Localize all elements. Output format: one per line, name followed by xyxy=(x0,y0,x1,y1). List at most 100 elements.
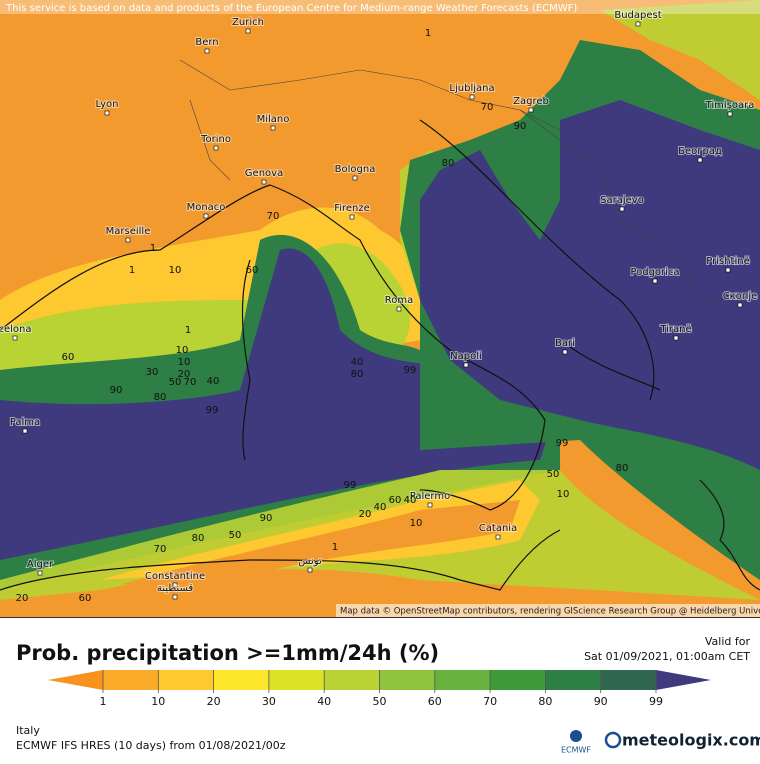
contour-label: 90 xyxy=(514,121,527,132)
city-label: Београд xyxy=(678,146,722,157)
city-label: Скопје xyxy=(723,290,758,302)
contour-label: 1 xyxy=(425,28,431,39)
city-label: Torino xyxy=(200,134,231,145)
contour-label: 99 xyxy=(206,405,219,416)
city-dot xyxy=(652,278,658,284)
city-dot xyxy=(725,267,731,273)
attribution-bar xyxy=(0,0,760,14)
city-dot xyxy=(396,306,402,312)
city-dot xyxy=(697,157,703,163)
city-dot xyxy=(528,107,534,113)
contour-label: 60 xyxy=(246,265,259,276)
city-label: Sarajevo xyxy=(600,195,644,206)
contour-label: 1 xyxy=(332,542,338,553)
city-dot xyxy=(307,567,313,573)
contour-label: 1 xyxy=(185,325,191,336)
colorbar-segment xyxy=(600,670,657,690)
contour-label: 99 xyxy=(404,365,417,376)
contour-label: 70 xyxy=(154,544,167,555)
colorbar-end xyxy=(656,670,711,690)
city-label: Catania xyxy=(479,523,517,534)
city-dot xyxy=(12,335,18,341)
city-dot xyxy=(204,48,210,54)
contour-label: 1 xyxy=(129,265,135,276)
city-dot xyxy=(349,214,355,220)
colorbar-segment xyxy=(268,670,325,690)
city-label: Lyon xyxy=(95,99,118,110)
city-dot xyxy=(104,110,110,116)
contour-label: 10 xyxy=(169,265,182,276)
contour-label: 30 xyxy=(146,367,159,378)
colorbar-tick-label: 60 xyxy=(428,695,442,708)
city-label: Alger xyxy=(27,559,54,570)
colorbar: 1 10 20 30 40 50 60 70 80 90 99 xyxy=(48,670,711,708)
city-label: celona xyxy=(0,324,32,335)
city-label: قسنطينة xyxy=(157,583,194,594)
city-dot xyxy=(172,582,178,588)
contour-label: 10 xyxy=(178,357,191,368)
colorbar-tick-label: 40 xyxy=(317,695,331,708)
contour-label: 50 xyxy=(169,377,182,388)
contour-label: 90 xyxy=(110,385,123,396)
city-dot xyxy=(673,335,679,341)
colorbar-segment xyxy=(213,670,270,690)
valid-time: Sat 01/09/2021, 01:00am CET xyxy=(584,650,750,663)
city-dot xyxy=(245,28,251,34)
contour-label: 90 xyxy=(260,513,273,524)
city-label: Monaco xyxy=(187,202,226,213)
city-dot xyxy=(213,145,219,151)
brand: meteologix.com xyxy=(622,731,760,750)
colorbar-end xyxy=(48,670,103,690)
contour-label: 70 xyxy=(184,377,197,388)
city-label: Zagreb xyxy=(513,96,549,107)
colorbar-segment xyxy=(490,670,546,690)
city-label: Genova xyxy=(245,168,283,179)
contour-label: 40 xyxy=(207,376,220,387)
city-dot xyxy=(125,237,131,243)
colorbar-tick-label: 80 xyxy=(538,695,552,708)
contour-label: 20 xyxy=(178,369,191,380)
contour-label: 1 xyxy=(150,243,156,254)
attribution-box xyxy=(336,604,760,617)
city-dot xyxy=(270,125,276,131)
colorbar-segment xyxy=(158,670,215,690)
city-label: Firenze xyxy=(334,203,370,214)
city-dot xyxy=(203,213,209,219)
contour-label: 50 xyxy=(229,530,242,541)
colorbar-segment xyxy=(324,670,380,690)
city-label: Palermo xyxy=(410,491,450,502)
ecmwf-icon xyxy=(570,730,582,742)
colorbar-segment xyxy=(103,670,159,690)
city-label: Bari xyxy=(555,338,575,349)
contour-label: 10 xyxy=(176,345,189,356)
attribution-top: This service is based on data and produc… xyxy=(5,3,577,14)
contour-label: 40 xyxy=(404,495,417,506)
colorbar-segment xyxy=(434,670,491,690)
city-dot xyxy=(352,175,358,181)
city-label: تونس xyxy=(298,556,322,567)
contour-label: 99 xyxy=(344,480,357,491)
city-label: Roma xyxy=(385,295,414,306)
colorbar-tick-label: 99 xyxy=(649,695,663,708)
borders xyxy=(179,59,740,301)
city-dot xyxy=(469,94,475,100)
ecmwf-logo: ECMWF xyxy=(561,746,591,755)
city-dot xyxy=(495,534,501,540)
city-label: Ljubljana xyxy=(449,83,494,94)
contour-label: 80 xyxy=(442,158,455,169)
colorbar-tick-label: 10 xyxy=(151,695,165,708)
city-labels: Budapest Bern Zurich Lyon Milano Ljubljana Zag… xyxy=(0,9,758,600)
contour-label: 80 xyxy=(616,463,629,474)
contour-label: 50 xyxy=(547,469,560,480)
contour-label: 80 xyxy=(154,392,167,403)
city-dot xyxy=(427,502,433,508)
city-label: Palma xyxy=(10,417,40,428)
city-label: Tiranë xyxy=(659,324,691,335)
colorbar-tick-label: 20 xyxy=(207,695,221,708)
contour-label: 40 xyxy=(351,357,364,368)
city-label: Prishtinë xyxy=(706,256,749,267)
city-label: Napoli xyxy=(450,351,482,362)
contour-label: 60 xyxy=(389,495,402,506)
